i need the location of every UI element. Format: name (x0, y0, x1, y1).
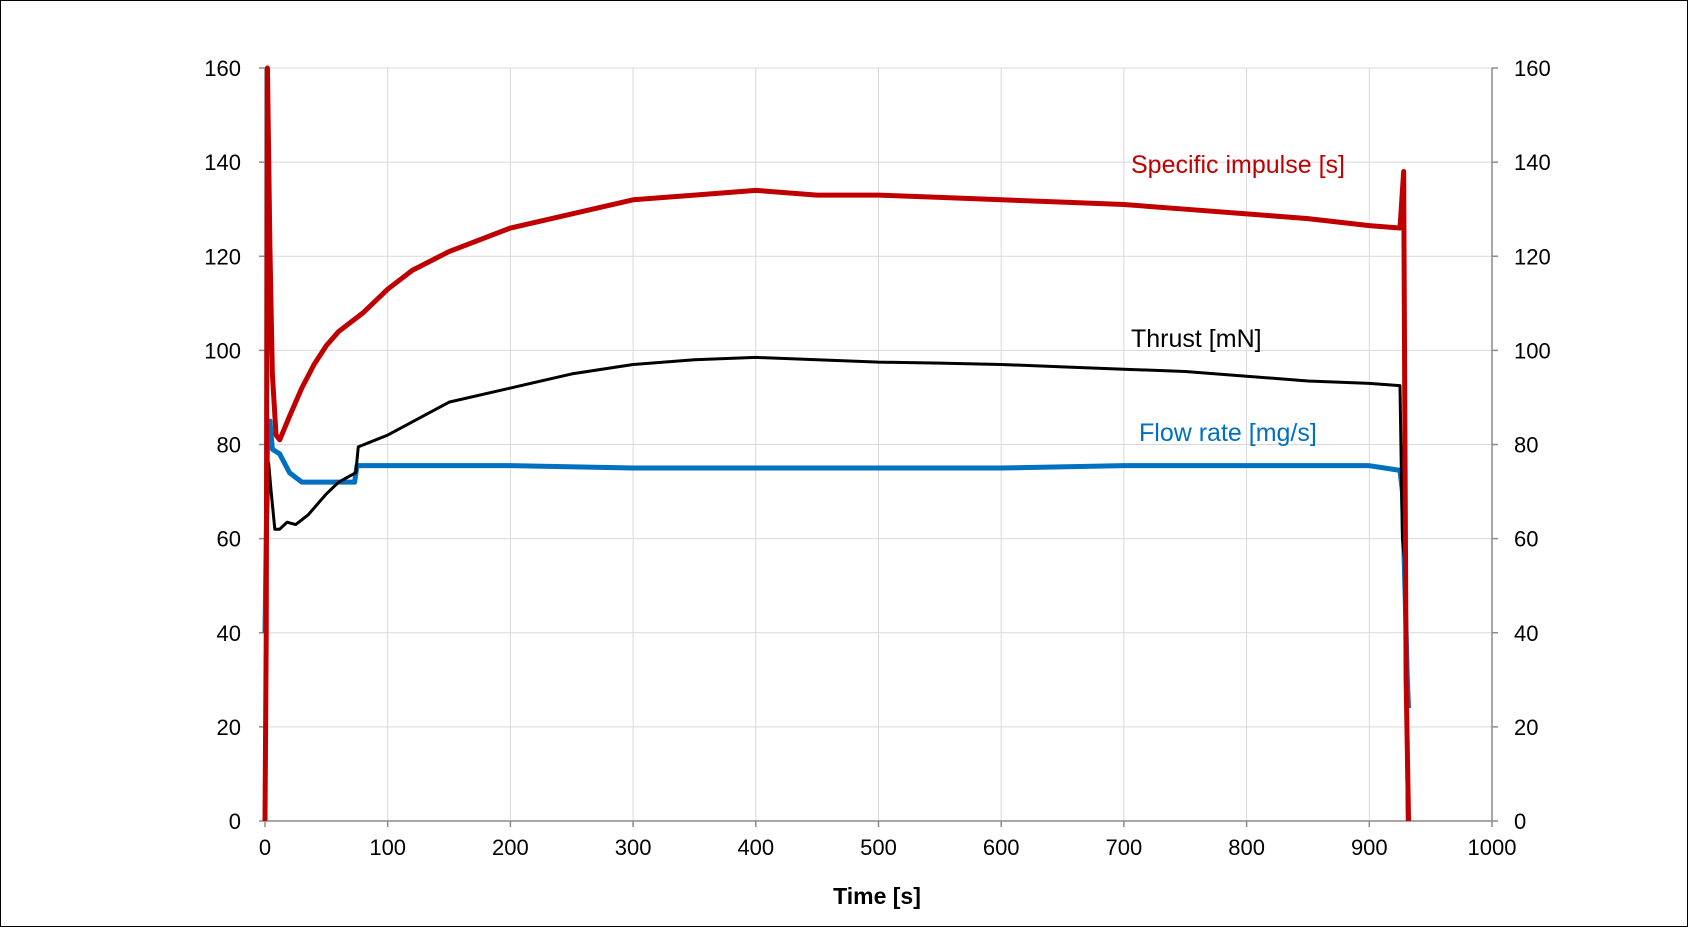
series-line-flow-rate-mg-s (262, 418, 1412, 709)
x-tick-label: 800 (1228, 835, 1265, 860)
y-tick-label: 20 (217, 715, 241, 740)
y-tick-label: 140 (204, 150, 241, 175)
series-lines (262, 65, 1412, 822)
series-line-thrust-mn (263, 355, 1409, 822)
y2-tick-label: 0 (1514, 809, 1526, 834)
grid-lines (265, 67, 1493, 821)
y-tick-label: 40 (217, 621, 241, 646)
y-tick-label: 0 (229, 809, 241, 834)
series-labels: Specific impulse [s] Thrust [mN] Flow ra… (1131, 151, 1345, 447)
series-label-specific-impulse: Specific impulse [s] (1131, 151, 1345, 179)
x-axis-title: Time [s] (833, 883, 921, 909)
y2-tick-label: 160 (1514, 56, 1551, 81)
y-tick-label: 160 (204, 56, 241, 81)
y-axis-ticks: 0 20 40 60 80 100 120 140 160 (204, 56, 265, 834)
y2-tick-label: 60 (1514, 527, 1538, 552)
y2-tick-label: 80 (1514, 433, 1538, 458)
y-tick-label: 100 (204, 338, 241, 363)
series-line-specific-impulse-s (262, 65, 1412, 822)
x-axis-ticks: 0 100 200 300 400 500 600 700 800 900 1000 (259, 821, 1517, 860)
x-tick-label: 1000 (1468, 835, 1517, 860)
y-tick-label: 60 (217, 527, 241, 552)
series-label-thrust: Thrust [mN] (1131, 325, 1262, 353)
y2-tick-label: 120 (1514, 244, 1551, 269)
x-tick-label: 200 (492, 835, 529, 860)
x-tick-label: 400 (737, 835, 774, 860)
x-tick-label: 600 (983, 835, 1020, 860)
y2-tick-label: 140 (1514, 150, 1551, 175)
y-tick-label: 80 (217, 433, 241, 458)
x-tick-label: 0 (259, 835, 271, 860)
x-tick-label: 500 (860, 835, 897, 860)
series-label-flow-rate: Flow rate [mg/s] (1139, 419, 1317, 447)
y2-tick-label: 40 (1514, 621, 1538, 646)
y2-tick-label: 100 (1514, 338, 1551, 363)
y-tick-label: 120 (204, 244, 241, 269)
y2-axis-ticks: 0 20 40 60 80 100 120 140 160 (1492, 56, 1551, 834)
y2-tick-label: 20 (1514, 715, 1538, 740)
x-tick-label: 900 (1351, 835, 1388, 860)
x-tick-label: 700 (1106, 835, 1143, 860)
x-tick-label: 100 (369, 835, 406, 860)
x-tick-label: 300 (615, 835, 652, 860)
